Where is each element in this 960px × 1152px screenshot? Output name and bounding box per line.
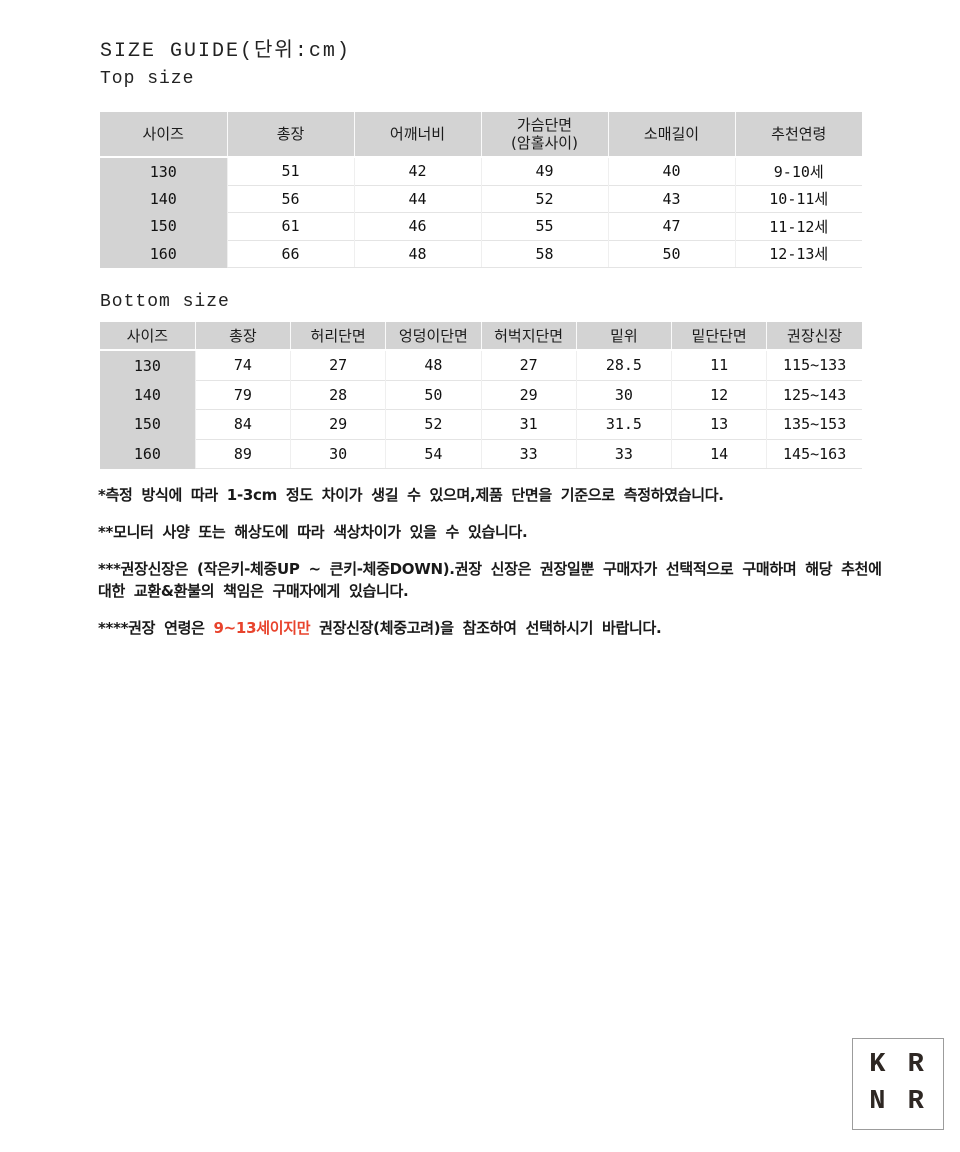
- cell: 11: [670, 350, 767, 380]
- table-row: 130 51 42 49 40 9-10세: [100, 157, 862, 185]
- cell: 27: [480, 350, 577, 380]
- column-header-sleeve: 소매길이: [607, 112, 735, 158]
- kr-nr-badge: K R N R: [852, 1038, 944, 1130]
- badge-line-1: K R: [869, 1050, 927, 1080]
- column-header-recommended-height: 권장신장: [766, 322, 862, 351]
- top-table-header-row: 사이즈 총장 어깨너비 가슴단면 (암홀사이) 소매길이 추천연령: [100, 112, 862, 158]
- cell: 28: [289, 379, 386, 410]
- cell: 33: [480, 438, 577, 469]
- cell: 56: [226, 184, 354, 213]
- cell-size: 150: [100, 212, 227, 240]
- cell: 89: [194, 438, 291, 469]
- cell: 44: [353, 184, 481, 213]
- note-measurement: *측정 방식에 따라 1-3cm 정도 차이가 생길 수 있으며,제품 단면을 …: [98, 486, 724, 504]
- table-row: 160 89 30 54 33 33 14 145~163: [100, 438, 862, 469]
- table-row: 140 56 44 52 43 10-11세: [100, 184, 862, 213]
- cell: 29: [289, 409, 386, 439]
- column-header-thigh: 허벅지단면: [480, 322, 577, 351]
- bottom-size-table: 사이즈 총장 허리단면 엉덩이단면 허벅지단면 밑위 밑단단면 권장신장 130…: [100, 322, 862, 469]
- table-row: 150 84 29 52 31 31.5 13 135~153: [100, 409, 862, 439]
- top-size-label: Top size: [100, 69, 195, 89]
- bottom-table-header-row: 사이즈 총장 허리단면 엉덩이단면 허벅지단면 밑위 밑단단면 권장신장: [100, 322, 862, 351]
- table-row: 140 79 28 50 29 30 12 125~143: [100, 379, 862, 410]
- cell: 145~163: [766, 438, 862, 469]
- cell-size: 150: [100, 409, 196, 439]
- page-title: SIZE GUIDE(단위:cm): [100, 40, 351, 63]
- cell: 46: [353, 212, 481, 240]
- bottom-size-label: Bottom size: [100, 292, 230, 312]
- cell: 33: [575, 438, 672, 469]
- column-header-hip: 엉덩이단면: [385, 322, 481, 351]
- cell-size: 130: [100, 157, 227, 185]
- cell: 50: [385, 379, 481, 410]
- column-header-rise: 밑위: [575, 322, 672, 351]
- cell-size: 140: [100, 185, 227, 213]
- cell: 52: [480, 184, 608, 213]
- cell: 48: [385, 350, 481, 380]
- cell: 54: [385, 438, 481, 469]
- cell: 29: [480, 379, 577, 410]
- table-row: 130 74 27 48 27 28.5 11 115~133: [100, 350, 862, 380]
- note-text: ****권장 연령은: [98, 619, 214, 637]
- column-header-recommended-age: 추천연령: [734, 112, 862, 158]
- cell: 135~153: [766, 409, 862, 439]
- cell: 30: [575, 379, 672, 410]
- cell: 58: [480, 239, 608, 268]
- note-text: ***권장신장은 (작은키-체중UP ~ 큰키-체중DOWN).권장 신장은 권…: [98, 560, 882, 600]
- column-header-size: 사이즈: [100, 322, 196, 351]
- cell: 66: [226, 239, 354, 268]
- cell: 31: [480, 409, 577, 439]
- age-range-highlight: 9~13세이지만: [213, 619, 311, 637]
- notes-section: *측정 방식에 따라 1-3cm 정도 차이가 생길 수 있으며,제품 단면을 …: [98, 484, 898, 654]
- cell: 48: [353, 239, 481, 268]
- cell: 31.5: [575, 409, 672, 439]
- column-header-total-length: 총장: [194, 322, 291, 351]
- cell: 52: [385, 409, 481, 439]
- cell: 47: [607, 212, 735, 240]
- cell: 42: [353, 157, 481, 185]
- cell: 27: [289, 350, 386, 380]
- cell: 51: [226, 157, 354, 185]
- note-age-recommendation: ****권장 연령은 9~13세이지만 권장신장(체중고려)을 참조하여 선택하…: [98, 617, 898, 639]
- note-text: 권장신장(체중고려)을 참조하여 선택하시기 바랍니다.: [310, 619, 662, 637]
- cell: 40: [607, 157, 735, 185]
- cell: 28.5: [575, 350, 672, 380]
- cell: 49: [480, 157, 608, 185]
- column-header-chest: 가슴단면 (암홀사이): [480, 112, 608, 158]
- cell-size: 130: [100, 350, 196, 380]
- column-header-size: 사이즈: [100, 112, 227, 158]
- top-size-table: 사이즈 총장 어깨너비 가슴단면 (암홀사이) 소매길이 추천연령 130 51…: [100, 112, 862, 268]
- cell: 61: [226, 212, 354, 240]
- cell: 10-11세: [734, 184, 862, 213]
- cell: 9-10세: [734, 157, 862, 185]
- cell: 43: [607, 184, 735, 213]
- cell: 50: [607, 239, 735, 268]
- cell: 115~133: [766, 350, 862, 380]
- cell: 84: [194, 409, 291, 439]
- note-height-recommendation: ***권장신장은 (작은키-체중UP ~ 큰키-체중DOWN).권장 신장은 권…: [98, 558, 898, 602]
- cell: 30: [289, 438, 386, 469]
- badge-line-2: N R: [869, 1087, 927, 1117]
- cell-size: 160: [100, 439, 196, 469]
- table-row: 150 61 46 55 47 11-12세: [100, 212, 862, 240]
- column-header-total-length: 총장: [226, 112, 354, 158]
- table-row: 160 66 48 58 50 12-13세: [100, 239, 862, 268]
- cell: 11-12세: [734, 212, 862, 240]
- cell: 12: [670, 379, 767, 410]
- cell: 13: [670, 409, 767, 439]
- cell: 14: [670, 438, 767, 469]
- cell: 12-13세: [734, 239, 862, 268]
- column-header-shoulder: 어깨너비: [353, 112, 481, 158]
- cell-size: 160: [100, 240, 227, 268]
- cell: 79: [194, 379, 291, 410]
- cell: 74: [194, 350, 291, 380]
- cell: 55: [480, 212, 608, 240]
- column-header-hem: 밑단단면: [670, 322, 767, 351]
- cell: 125~143: [766, 379, 862, 410]
- column-header-waist: 허리단면: [289, 322, 386, 351]
- note-monitor: **모니터 사양 또는 해상도에 따라 색상차이가 있을 수 있습니다.: [98, 523, 528, 541]
- cell-size: 140: [100, 380, 196, 410]
